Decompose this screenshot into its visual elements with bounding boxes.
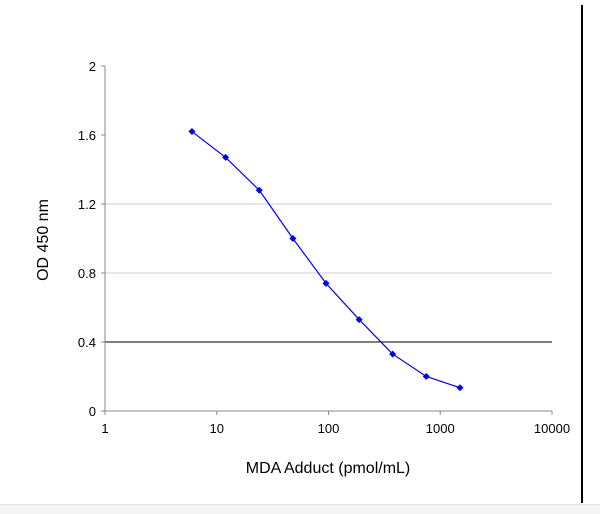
x-axis-label: MDA Adduct (pmol/mL) bbox=[246, 460, 411, 477]
y-tick-label: 0.8 bbox=[78, 266, 96, 281]
y-tick-label: 1.6 bbox=[78, 128, 96, 143]
data-point bbox=[456, 384, 464, 392]
data-point bbox=[289, 235, 297, 242]
data-point bbox=[188, 128, 196, 136]
y-tick-label: 0.4 bbox=[78, 335, 96, 350]
data-point bbox=[255, 186, 263, 194]
x-tick-label: 10 bbox=[210, 421, 224, 436]
data-point bbox=[222, 153, 230, 161]
data-point bbox=[389, 350, 397, 358]
y-ticks: 0 0.4 0.8 1.2 1.6 2 bbox=[78, 59, 105, 419]
data-point bbox=[355, 316, 363, 324]
y-tick-label: 2 bbox=[89, 59, 96, 74]
x-ticks: 1 10 100 1000 10000 bbox=[101, 411, 570, 436]
bottom-strip bbox=[0, 504, 600, 514]
series-polyline bbox=[191, 131, 461, 389]
x-tick-label: 10000 bbox=[534, 421, 570, 436]
x-tick-label: 1 bbox=[101, 421, 108, 436]
y-tick-label: 1.2 bbox=[78, 197, 96, 212]
y-tick-label: 0 bbox=[89, 404, 96, 419]
x-tick-label: 1000 bbox=[426, 421, 455, 436]
y-axis-label: OD 450 nm bbox=[35, 199, 52, 281]
series-line bbox=[188, 128, 464, 392]
gridlines bbox=[105, 203, 552, 343]
data-point bbox=[422, 373, 430, 380]
x-tick-label: 100 bbox=[318, 421, 340, 436]
data-point bbox=[322, 279, 330, 287]
